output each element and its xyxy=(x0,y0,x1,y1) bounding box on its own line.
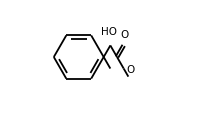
Text: O: O xyxy=(120,30,128,40)
Text: O: O xyxy=(126,64,134,74)
Text: HO: HO xyxy=(101,26,117,36)
